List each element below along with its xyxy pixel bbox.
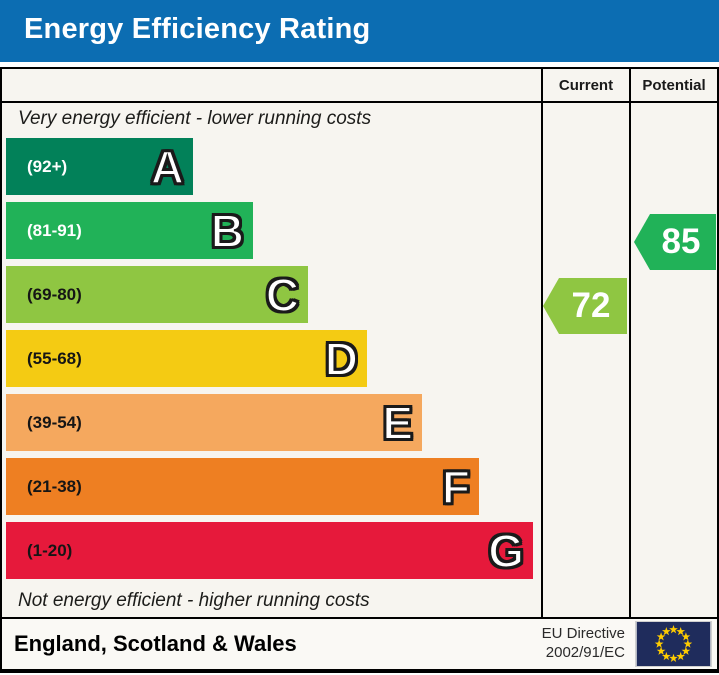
- table-header: Current Potential: [2, 69, 717, 103]
- current-rating-value: 72: [571, 286, 611, 325]
- band-row: (81-91) B: [6, 202, 253, 259]
- band-range-label: (21-38): [27, 476, 82, 496]
- potential-column-header: Potential: [629, 69, 717, 101]
- eu-directive-label: EU Directive 2002/91/EC: [542, 625, 625, 663]
- band-letter: A: [150, 140, 185, 193]
- eu-flag-stars: [654, 625, 693, 663]
- footer: England, Scotland & Wales EU Directive 2…: [2, 617, 717, 669]
- band-bar: (39-54) E: [6, 394, 422, 451]
- band-bar: (69-80) C: [6, 266, 308, 323]
- title-bar: Energy Efficiency Rating: [0, 0, 719, 62]
- band-letter: D: [324, 332, 359, 385]
- top-note: Very energy efficient - lower running co…: [18, 108, 372, 129]
- band-range-label: (69-80): [27, 284, 82, 304]
- band-letter: G: [487, 524, 525, 577]
- potential-column-divider: [629, 103, 631, 617]
- band-row: (21-38) F: [6, 458, 479, 515]
- chart-body: Very energy efficient - lower running co…: [2, 103, 717, 617]
- band-bar: (81-91) B: [6, 202, 253, 259]
- band-row: (69-80) C: [6, 266, 308, 323]
- eu-directive-block: EU Directive 2002/91/EC: [542, 621, 712, 667]
- eu-directive-line2: 2002/91/EC: [545, 644, 625, 661]
- band-letter: F: [441, 460, 471, 513]
- band-range-label: (92+): [27, 156, 68, 176]
- band-bar: (1-20) G: [6, 522, 533, 579]
- rating-table: Current Potential Very energy efficient …: [0, 67, 719, 673]
- current-column-header: Current: [541, 69, 629, 101]
- band-bar: (21-38) F: [6, 458, 479, 515]
- band-row: (55-68) D: [6, 330, 367, 387]
- band-row: (39-54) E: [6, 394, 422, 451]
- band-range-label: (55-68): [27, 348, 82, 368]
- header-spacer: [2, 69, 541, 101]
- eu-flag-icon: [635, 621, 712, 667]
- band-row: (1-20) G: [6, 522, 533, 579]
- band-letter: C: [265, 268, 300, 321]
- band-row: (92+) A: [6, 138, 193, 195]
- potential-rating-arrow: 85: [634, 214, 716, 270]
- band-range-label: (81-91): [27, 220, 82, 240]
- eu-directive-line1: EU Directive: [541, 625, 625, 643]
- page-title: Energy Efficiency Rating: [24, 13, 371, 45]
- band-letter: E: [381, 396, 414, 449]
- region-label: England, Scotland & Wales: [14, 631, 297, 656]
- band-range-label: (1-20): [27, 540, 73, 560]
- current-column-divider: [541, 103, 543, 617]
- bottom-note: Not energy efficient - higher running co…: [18, 590, 370, 611]
- band-range-label: (39-54): [27, 412, 82, 432]
- band-bar: (92+) A: [6, 138, 193, 195]
- potential-rating-value: 85: [661, 222, 701, 261]
- band-letter: B: [210, 204, 245, 257]
- band-bar: (55-68) D: [6, 330, 367, 387]
- current-rating-arrow: 72: [543, 278, 627, 334]
